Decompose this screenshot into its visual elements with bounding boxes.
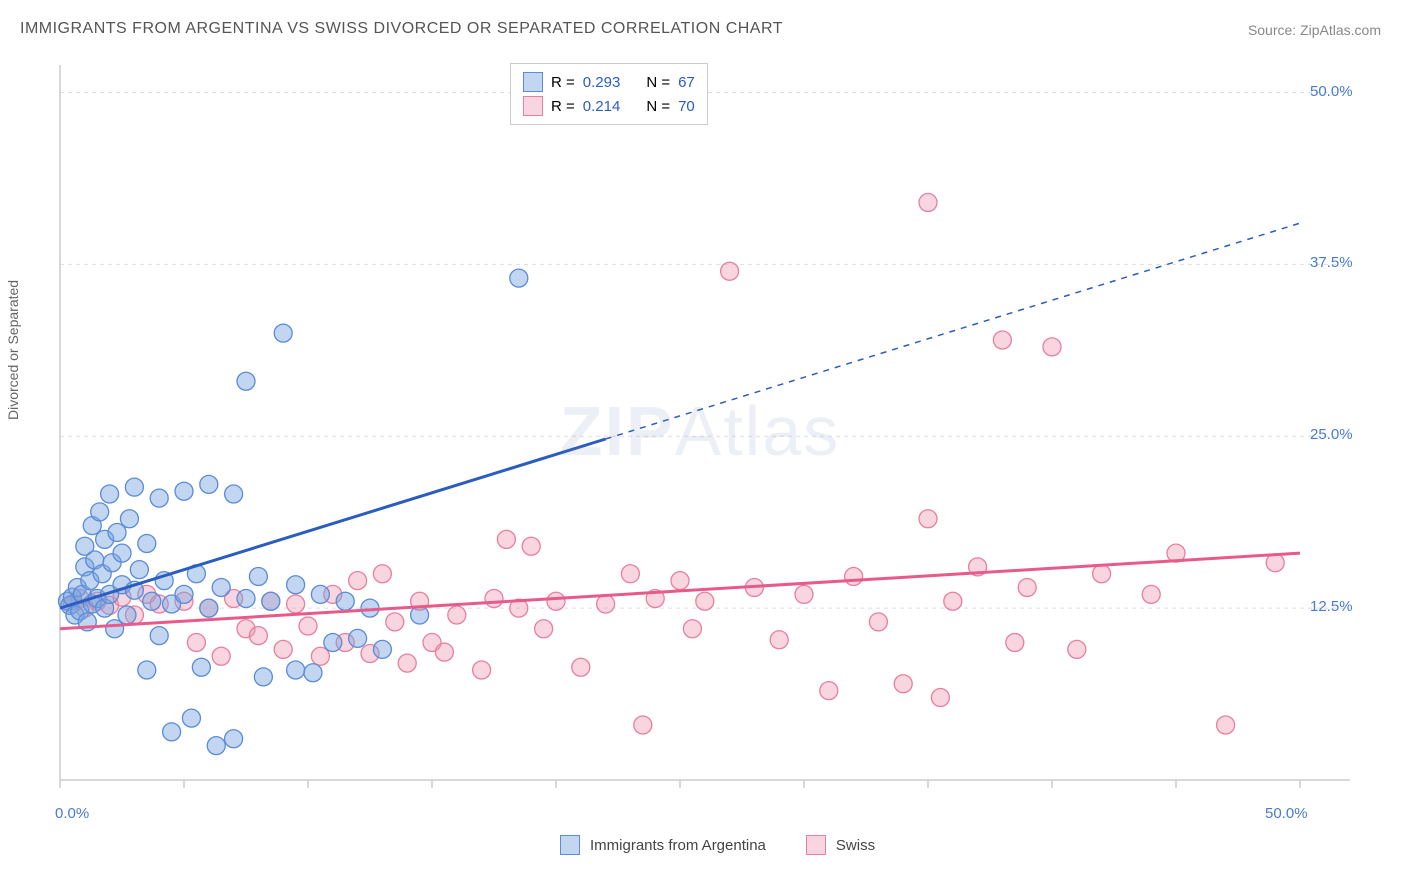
legend-swatch-swiss-bottom <box>806 835 826 855</box>
n-label: N = <box>646 74 670 91</box>
y-tick-label: 12.5% <box>1310 598 1353 615</box>
chart-title: IMMIGRANTS FROM ARGENTINA VS SWISS DIVOR… <box>20 20 783 38</box>
r-label: R = <box>551 98 575 115</box>
y-tick-label: 50.0% <box>1310 83 1353 100</box>
chart-svg <box>50 60 1350 810</box>
legend-swatch-argentina <box>523 72 543 92</box>
x-tick-label: 50.0% <box>1265 805 1308 822</box>
legend-row-argentina: R = 0.293 N = 67 <box>523 70 695 94</box>
source-name: ZipAtlas.com <box>1300 22 1381 38</box>
legend-swatch-swiss <box>523 96 543 116</box>
source-attribution: Source: ZipAtlas.com <box>1248 22 1381 38</box>
y-tick-label: 25.0% <box>1310 426 1353 443</box>
y-tick-label: 37.5% <box>1310 254 1353 271</box>
r-value-argentina: 0.293 <box>583 74 621 91</box>
y-axis-label: Divorced or Separated <box>5 280 21 420</box>
x-tick-label: 0.0% <box>55 805 89 822</box>
n-value-swiss: 70 <box>678 98 695 115</box>
r-value-swiss: 0.214 <box>583 98 621 115</box>
source-prefix: Source: <box>1248 22 1300 38</box>
series-label-argentina: Immigrants from Argentina <box>590 837 766 854</box>
legend-swatch-argentina-bottom <box>560 835 580 855</box>
scatter-chart: ZIPAtlas <box>50 60 1350 810</box>
r-label: R = <box>551 74 575 91</box>
legend-row-swiss: R = 0.214 N = 70 <box>523 94 695 118</box>
series-legend: Immigrants from Argentina Swiss <box>560 835 875 855</box>
series-label-swiss: Swiss <box>836 837 875 854</box>
n-value-argentina: 67 <box>678 74 695 91</box>
n-label: N = <box>646 98 670 115</box>
correlation-legend-box: R = 0.293 N = 67 R = 0.214 N = 70 <box>510 63 708 125</box>
